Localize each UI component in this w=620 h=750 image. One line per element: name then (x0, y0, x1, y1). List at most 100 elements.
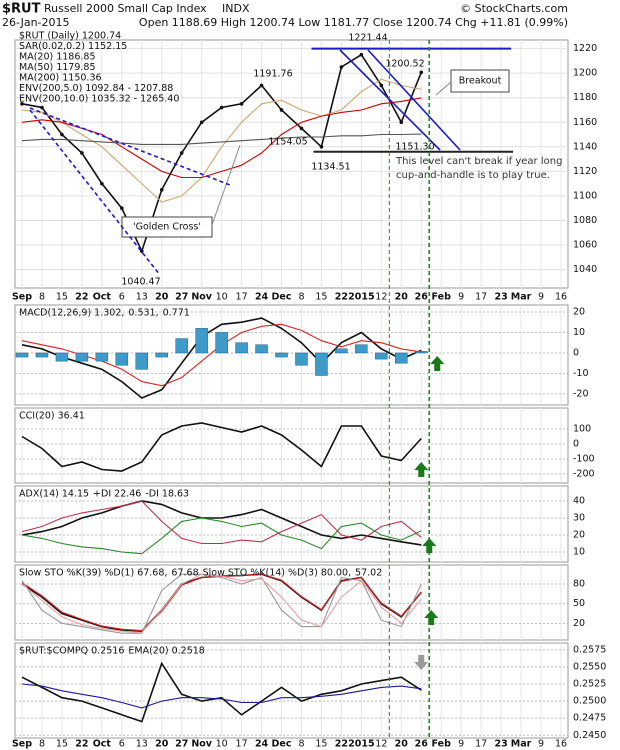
y-tick-label: 0.2500 (573, 696, 606, 707)
price-point (159, 187, 164, 192)
price-point (20, 102, 24, 106)
series-line (21, 317, 422, 399)
price-point (100, 181, 104, 186)
signal-arrow (430, 356, 445, 371)
y-tick-label: -200 (573, 469, 595, 480)
histogram-bar (395, 352, 408, 364)
exchange: INDX (222, 2, 250, 15)
y-tick-label: 0.2550 (573, 661, 606, 672)
signal-arrow (414, 655, 429, 670)
y-tick-label: 0 (573, 439, 579, 450)
y-tick-label: 20 (573, 618, 585, 629)
series-line (21, 683, 422, 709)
trend-line (339, 49, 441, 151)
symbol: $RUT (2, 2, 41, 17)
callout-text: 'Golden Cross' (133, 222, 201, 233)
histogram-bar (335, 348, 348, 354)
legend-entry: 0.771 (163, 308, 190, 319)
histogram-bar (255, 344, 268, 354)
histogram-bar (95, 352, 109, 362)
price-label: 1134.51 (311, 162, 350, 173)
y-tick-label: 0.2525 (573, 679, 606, 690)
y-tick-label: 0.2450 (573, 730, 606, 741)
y-tick-label: 0.2575 (573, 644, 606, 655)
callout-box (450, 69, 510, 93)
x-tick-label: 22 (335, 739, 348, 750)
legend-entry: $RUT (Daily) 1200.74 (19, 31, 121, 42)
x-tick-label: 13 (136, 739, 148, 750)
x-tick-label: 9 (538, 739, 544, 750)
price-point (359, 52, 364, 57)
price-point (239, 102, 244, 106)
x-tick-label: 22 (75, 739, 88, 750)
legend-entry: 57.02 (355, 568, 382, 579)
legend-entry: 67.68 (171, 568, 198, 579)
x-tick-label: 8 (39, 739, 45, 750)
series-line (21, 422, 422, 472)
y-tick-label: 100 (573, 424, 591, 435)
price-point (299, 126, 304, 131)
price-point (399, 120, 404, 125)
date: 26-Jan-2015 (2, 16, 70, 29)
price-point (259, 83, 264, 88)
trend-line (367, 49, 461, 151)
x-tick-label: 16 (555, 739, 567, 750)
price-point (199, 120, 204, 125)
legend-entry: 0.531, (128, 308, 158, 319)
x-tick-label: Oct (93, 739, 112, 750)
histogram-bar (215, 332, 228, 354)
x-tick-label: 9 (538, 292, 544, 303)
x-tick-label: 8 (298, 739, 304, 750)
copyright: © StockCharts.com (460, 2, 568, 15)
y-tick-label: 1180 (573, 92, 597, 103)
legend-entry: MACD(12,26,9) 1.302, (19, 308, 124, 319)
price-point (219, 105, 224, 110)
y-tick-label: 10 (573, 546, 585, 557)
x-tick-label: 24 (255, 739, 269, 750)
x-tick-label: 20 (395, 292, 409, 303)
y-tick-label: 80 (573, 579, 585, 590)
price-point (339, 65, 344, 69)
y-tick-label: 20 (573, 529, 585, 540)
legend-entry: ENV(200,5.0) 1092.84 - 1207.88 (19, 83, 173, 94)
series-line (21, 500, 422, 546)
plots: 1040106010801100112011401160118012001220… (12, 31, 606, 750)
x-tick-label: 17 (236, 739, 248, 750)
histogram-bar (35, 352, 49, 358)
panel-frame (14, 642, 569, 739)
legend-entry: $RUT:$COMPQ 0.2516 (19, 646, 124, 657)
x-tick-label: 22 (75, 292, 88, 303)
x-tick-label: 23 (494, 292, 507, 303)
price-point (60, 132, 64, 137)
x-tick-label: Mar (511, 292, 532, 303)
y-tick-label: -20 (573, 388, 589, 399)
quote: Open 1188.69 High 1200.74 Low 1181.77 Cl… (139, 16, 568, 29)
price-point (179, 151, 184, 155)
price-point (40, 105, 44, 110)
callout-pointer (211, 144, 241, 226)
y-tick-label: 1200 (573, 68, 597, 79)
price-point (379, 83, 384, 88)
histogram-bar (415, 351, 428, 354)
y-tick-label: -100 (573, 454, 595, 465)
y-tick-label: 1080 (573, 215, 597, 226)
x-tick-label: 20 (155, 739, 169, 750)
histogram-bar (175, 338, 188, 354)
series-line (21, 500, 422, 545)
price-label: 1154.05 (268, 137, 307, 148)
x-tick-label: 13 (136, 292, 148, 303)
x-tick-label: 26 (415, 739, 429, 750)
signal-arrow (414, 462, 429, 477)
histogram-bar (135, 352, 149, 370)
x-tick-label: 2015 (348, 739, 374, 750)
legend-entry: -DI 18.63 (145, 489, 189, 500)
y-tick-label: 1160 (573, 117, 597, 128)
series-line (21, 573, 422, 634)
y-tick-label: 1220 (573, 43, 597, 54)
panel-frame (14, 407, 569, 484)
histogram-bar (15, 352, 29, 358)
price-label: 1151.30 (395, 142, 434, 153)
legend-entry: MA(20) 1186.85 (19, 52, 96, 63)
histogram-bar (75, 352, 89, 362)
